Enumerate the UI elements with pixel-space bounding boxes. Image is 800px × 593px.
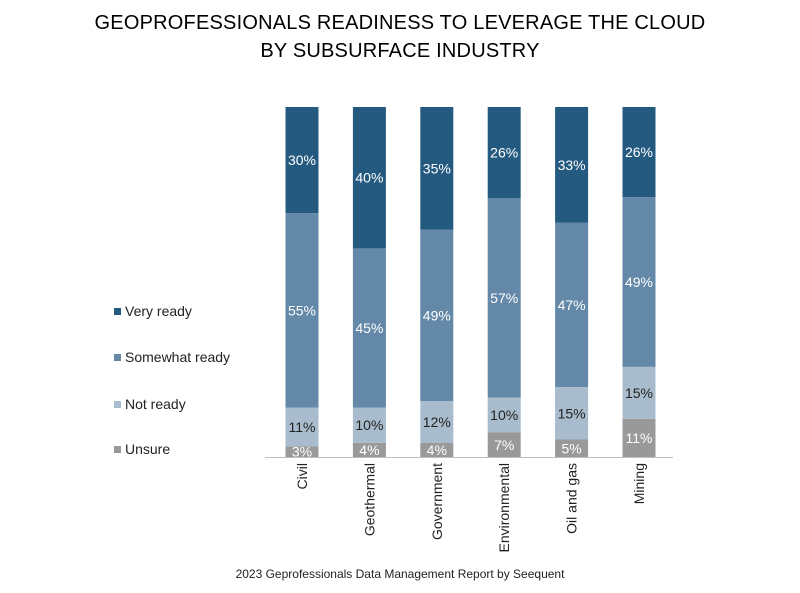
- x-tick-label: Environmental: [496, 463, 512, 553]
- data-label-not-ready: 10%: [490, 407, 518, 423]
- data-label-very-ready: 35%: [423, 160, 451, 176]
- legend-label: Not ready: [125, 396, 186, 412]
- bar-segment-not-ready: [420, 401, 454, 443]
- bar-segment-very-ready: [352, 107, 386, 249]
- data-label-somewhat-ready: 49%: [625, 274, 653, 290]
- bar-segment-somewhat-ready: [352, 248, 386, 408]
- bar-segment-somewhat-ready: [420, 229, 454, 401]
- data-label-somewhat-ready: 55%: [288, 302, 316, 318]
- legend-swatch: [114, 400, 121, 408]
- bar-segment-very-ready: [285, 107, 319, 214]
- bar-segment-unsure: [622, 418, 656, 457]
- legend-item-very-ready: Very ready: [114, 303, 192, 319]
- legend-swatch: [114, 353, 121, 361]
- data-label-very-ready: 33%: [558, 157, 586, 173]
- chart-footer-source: 2023 Geprofessionals Data Management Rep…: [235, 567, 565, 581]
- data-label-not-ready: 15%: [558, 405, 586, 421]
- bar-segment-not-ready: [352, 407, 386, 443]
- bar-segment-very-ready: [420, 107, 454, 230]
- legend-swatch: [114, 445, 121, 453]
- data-label-unsure: 7%: [494, 437, 514, 453]
- bar-segment-unsure: [487, 432, 521, 457]
- bar-segment-unsure: [285, 446, 319, 457]
- bar-segment-not-ready: [555, 387, 589, 440]
- legend-label: Unsure: [125, 441, 171, 457]
- bar-segment-unsure: [420, 443, 454, 457]
- data-label-very-ready: 26%: [625, 144, 653, 160]
- data-label-unsure: 5%: [561, 440, 581, 456]
- x-tick-label: Mining: [631, 463, 647, 504]
- data-label-very-ready: 40%: [355, 170, 383, 186]
- bar-segment-very-ready: [487, 107, 521, 198]
- legend-item-unsure: Unsure: [114, 441, 170, 457]
- data-label-unsure: 4%: [359, 442, 379, 458]
- data-label-not-ready: 10%: [355, 417, 383, 433]
- x-tick-label: Civil: [294, 463, 310, 489]
- data-label-somewhat-ready: 45%: [355, 320, 383, 336]
- bar-segment-unsure: [352, 442, 386, 457]
- x-tick-label: Geothermal: [361, 463, 377, 536]
- data-label-very-ready: 30%: [288, 152, 316, 168]
- chart-title-line-2: BY SUBSURFACE INDUSTRY: [260, 40, 540, 62]
- data-label-not-ready: 12%: [423, 414, 451, 430]
- data-label-unsure: 3%: [292, 444, 312, 460]
- x-tick-label: Government: [429, 463, 445, 540]
- bar-segment-somewhat-ready: [285, 213, 319, 408]
- bar-segment-somewhat-ready: [555, 222, 589, 387]
- data-label-not-ready: 11%: [289, 419, 316, 435]
- x-tick-label: Oil and gas: [564, 463, 580, 534]
- data-label-very-ready: 26%: [490, 145, 518, 161]
- bar-segment-unsure: [555, 439, 589, 457]
- bar-segment-very-ready: [622, 107, 656, 198]
- data-label-somewhat-ready: 49%: [423, 307, 451, 323]
- data-label-somewhat-ready: 57%: [490, 290, 518, 306]
- data-label-not-ready: 15%: [625, 385, 653, 401]
- legend-swatch: [114, 307, 121, 315]
- legend-label: Somewhat ready: [125, 349, 231, 365]
- legend-item-not-ready: Not ready: [114, 396, 186, 412]
- data-label-unsure: 4%: [427, 442, 447, 458]
- bar-segment-somewhat-ready: [622, 197, 656, 367]
- data-label-somewhat-ready: 47%: [558, 297, 586, 313]
- legend-label: Very ready: [125, 303, 192, 319]
- bar-segment-not-ready: [487, 397, 521, 433]
- bar-segment-very-ready: [555, 107, 589, 223]
- legend-item-somewhat-ready: Somewhat ready: [114, 349, 230, 365]
- bar-segment-not-ready: [285, 407, 319, 447]
- chart-title-line-1: GEOPROFESSIONALS READINESS TO LEVERAGE T…: [94, 12, 706, 34]
- data-label-unsure: 11%: [626, 430, 653, 446]
- bar-segment-somewhat-ready: [487, 198, 521, 398]
- bar-segment-not-ready: [622, 366, 656, 419]
